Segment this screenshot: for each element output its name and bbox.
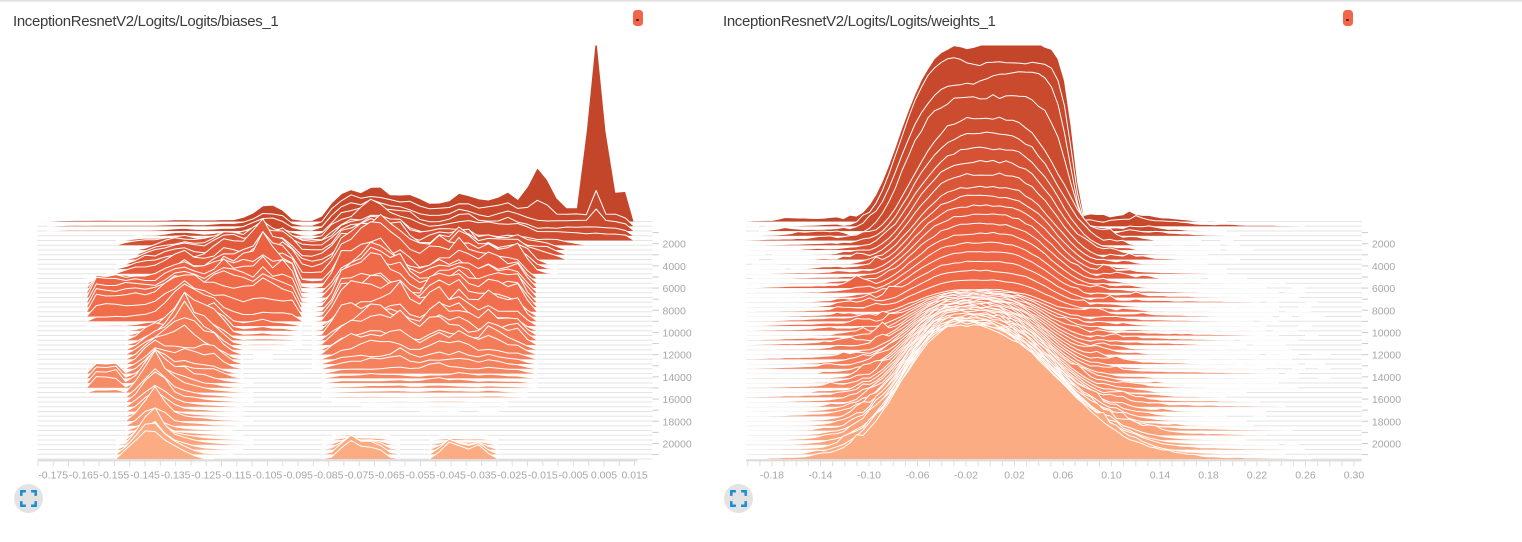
svg-text:14000: 14000 — [1372, 372, 1401, 384]
svg-text:0.02: 0.02 — [1004, 470, 1025, 482]
svg-text:-0.165: -0.165 — [69, 470, 99, 482]
svg-text:-0.015: -0.015 — [528, 470, 558, 482]
svg-text:-0.055: -0.055 — [406, 470, 436, 482]
svg-text:-0.035: -0.035 — [467, 470, 497, 482]
svg-text:-0.18: -0.18 — [760, 470, 784, 482]
svg-text:2000: 2000 — [1372, 239, 1396, 251]
svg-text:-0.095: -0.095 — [283, 470, 313, 482]
svg-text:0.015: 0.015 — [621, 470, 647, 482]
svg-text:-0.10: -0.10 — [857, 470, 881, 482]
svg-text:0.26: 0.26 — [1295, 470, 1316, 482]
svg-text:0.14: 0.14 — [1150, 470, 1171, 482]
svg-text:6000: 6000 — [663, 283, 687, 295]
svg-text:18000: 18000 — [1372, 416, 1401, 428]
svg-text:0.005: 0.005 — [591, 470, 617, 482]
svg-text:18000: 18000 — [663, 416, 692, 428]
svg-text:-0.02: -0.02 — [954, 470, 978, 482]
svg-text:2000: 2000 — [663, 239, 687, 251]
svg-text:14000: 14000 — [663, 372, 692, 384]
svg-text:12000: 12000 — [1372, 350, 1401, 362]
svg-text:16000: 16000 — [1372, 394, 1401, 406]
svg-text:20000: 20000 — [1372, 438, 1401, 450]
svg-text:-0.125: -0.125 — [191, 470, 221, 482]
svg-text:-0.175: -0.175 — [38, 470, 68, 482]
svg-text:10000: 10000 — [663, 327, 692, 339]
svg-text:4000: 4000 — [663, 261, 687, 273]
svg-text:-0.135: -0.135 — [161, 470, 191, 482]
svg-text:-0.075: -0.075 — [344, 470, 374, 482]
svg-text:-0.065: -0.065 — [375, 470, 405, 482]
svg-text:4000: 4000 — [1372, 261, 1396, 273]
svg-text:0.10: 0.10 — [1101, 470, 1122, 482]
svg-text:-0.115: -0.115 — [222, 470, 251, 482]
svg-text:-0.005: -0.005 — [559, 470, 589, 482]
svg-text:12000: 12000 — [663, 350, 692, 362]
svg-text:-0.06: -0.06 — [906, 470, 930, 482]
svg-text:8000: 8000 — [1372, 305, 1396, 317]
svg-text:0.30: 0.30 — [1344, 470, 1365, 482]
svg-text:-0.105: -0.105 — [253, 470, 283, 482]
svg-text:0.22: 0.22 — [1247, 470, 1268, 482]
svg-text:-0.085: -0.085 — [314, 470, 344, 482]
svg-text:0.18: 0.18 — [1198, 470, 1219, 482]
svg-text:10000: 10000 — [1372, 327, 1401, 339]
svg-text:-0.155: -0.155 — [100, 470, 130, 482]
svg-text:-0.025: -0.025 — [497, 470, 527, 482]
svg-text:6000: 6000 — [1372, 283, 1396, 295]
svg-text:-0.14: -0.14 — [809, 470, 833, 482]
svg-text:0.06: 0.06 — [1053, 470, 1074, 482]
svg-text:20000: 20000 — [663, 438, 692, 450]
svg-text:-0.145: -0.145 — [130, 470, 160, 482]
svg-text:16000: 16000 — [663, 394, 692, 406]
svg-text:8000: 8000 — [663, 305, 687, 317]
svg-text:-0.045: -0.045 — [436, 470, 466, 482]
